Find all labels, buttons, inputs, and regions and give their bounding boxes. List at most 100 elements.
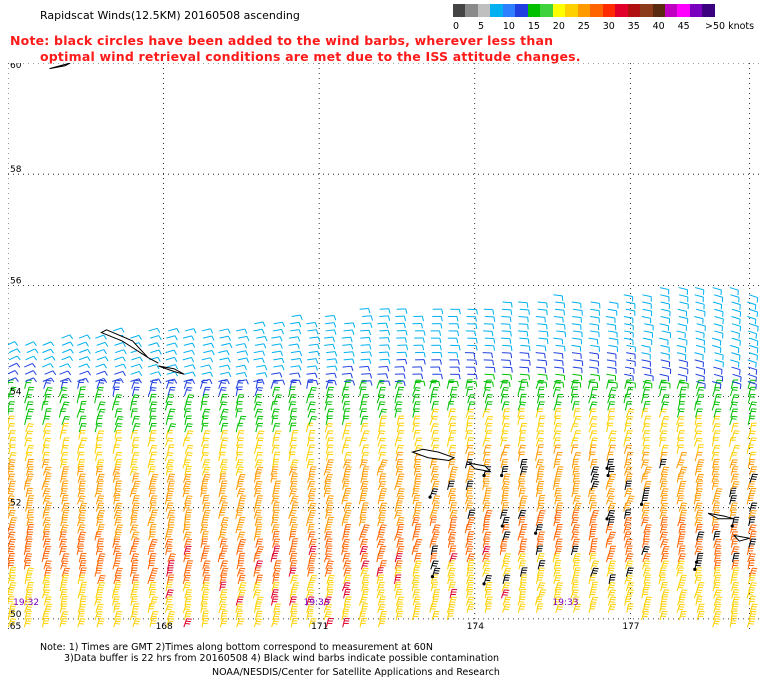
wind-barb-shaft [378,510,382,519]
wind-barb [25,581,34,592]
wind-barb-shaft [290,365,300,368]
wind-barb-shaft [393,574,397,584]
wind-barb [129,567,138,577]
wind-barb-feather [434,495,441,497]
wind-barb [289,560,298,570]
wind-barb-feather [415,480,421,483]
wind-barb-shaft [166,510,171,519]
wind-barb-feather [222,411,228,413]
wind-barb-feather [310,408,316,411]
wind-barb-shaft [413,553,418,563]
wind-barb-feather [8,490,14,493]
wind-barb-shaft [200,603,204,613]
wind-barb [113,494,121,505]
wind-barb-shaft [256,335,266,339]
wind-barb [219,466,228,476]
wind-barb [360,394,369,404]
wind-barb-feather [114,382,121,384]
wind-barb-shaft [324,401,328,411]
wind-barb-feather [423,352,426,358]
wind-barb-shaft [113,618,117,628]
legend-swatch [477,4,491,17]
wind-barb-feather [345,512,351,514]
wind-barb-shaft [184,466,188,476]
wind-barb-feather [43,594,49,596]
wind-barb-shaft [254,321,264,325]
wind-barb-shaft [255,524,258,534]
legend-label: 0 [453,21,460,32]
wind-barb-feather [335,365,338,371]
wind-barb [450,373,461,380]
wind-barb [395,596,405,606]
wind-barb-feather [397,480,403,483]
wind-barb-shaft [8,611,11,621]
legend-swatch [527,4,541,17]
wind-barb [42,341,55,347]
wind-barb-feather [99,512,105,514]
wind-barb [165,589,174,599]
wind-barb [219,574,228,584]
wind-barb-shaft [167,560,171,570]
wind-barb-feather [451,596,457,599]
wind-barb [308,415,317,426]
wind-barb-feather [104,370,108,376]
wind-barb-shaft [288,394,293,404]
wind-barb-shaft [200,596,204,606]
wind-barb-shaft [272,531,276,541]
wind-barb-shaft [288,567,292,577]
wind-barb [131,444,139,454]
wind-barb [148,531,156,541]
wind-barb-shaft [326,517,330,527]
wind-barb-shaft [78,423,83,433]
wind-barb-shaft [235,481,240,491]
wind-barb [376,574,385,584]
wind-barb-feather [290,492,296,495]
wind-barb [149,401,158,411]
wind-barb-feather [369,344,372,350]
wind-barb-shaft [77,524,81,534]
wind-barb-shaft [218,452,222,462]
wind-barb-feather [272,382,279,384]
wind-barb [308,343,320,350]
wind-barb [167,423,177,433]
wind-barb [165,545,173,556]
wind-barb [360,415,369,426]
wind-barb-feather [168,589,174,591]
wind-barb-shaft [325,372,335,375]
wind-barb-shaft [129,524,134,534]
wind-barb-feather [219,536,225,538]
wind-barb [8,459,16,469]
wind-barb-feather [50,377,55,383]
wind-barb-shaft [361,322,371,325]
wind-barb-shaft [273,560,277,570]
wind-barb-feather [168,615,174,618]
wind-barb-feather [451,524,457,526]
wind-barb [201,415,209,425]
wind-barb [60,451,69,462]
wind-barb-shaft [61,510,65,519]
wind-barb-shaft [130,371,140,375]
wind-barb-shaft [237,474,242,483]
wind-barb [235,401,243,411]
wind-barb-feather [80,517,86,519]
wind-barb-shaft [182,604,187,613]
wind-barb-feather [379,439,385,442]
wind-barb-feather [292,488,298,490]
wind-barb [77,487,86,498]
wind-barb-feather [433,572,439,574]
wind-barb-shaft [218,596,223,606]
wind-barb-feather [346,459,352,461]
wind-barb-feather [432,418,438,420]
wind-barb-shaft [342,553,346,563]
wind-barb-shaft [341,336,351,339]
wind-barb-feather [211,350,215,356]
wind-barb [132,473,140,483]
wind-barb-shaft [42,437,47,447]
wind-barb-shaft [114,356,123,361]
wind-barb-feather [420,366,423,372]
wind-barb-feather [186,425,192,428]
wind-barb-feather [238,492,244,495]
wind-barb-feather [458,309,461,315]
wind-barb [361,322,373,328]
wind-barb-shaft [8,488,11,496]
